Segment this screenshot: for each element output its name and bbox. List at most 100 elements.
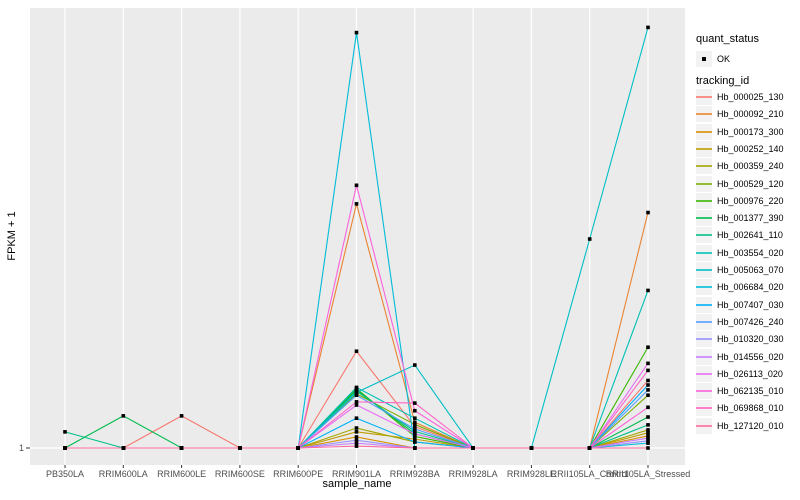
legend-item[interactable]: Hb_003554_020 (696, 244, 784, 261)
data-point[interactable] (63, 446, 67, 450)
legend-item[interactable]: Hb_014556_020 (696, 348, 784, 365)
x-tick-label: RRII105LA_Control (550, 469, 629, 479)
data-point[interactable] (354, 183, 359, 188)
legend-item[interactable]: Hb_127120_010 (696, 417, 784, 434)
data-point[interactable] (646, 25, 650, 30)
data-point[interactable] (354, 30, 359, 35)
legend-label: Hb_010320_030 (717, 334, 784, 345)
x-tick-label: RRIM928LE (506, 469, 556, 479)
data-point[interactable] (413, 440, 417, 444)
data-point[interactable] (413, 363, 417, 367)
data-point[interactable] (646, 431, 650, 435)
legend-item[interactable]: Hb_000529_120 (696, 175, 784, 192)
data-point[interactable] (646, 446, 650, 450)
data-point[interactable] (296, 446, 300, 450)
data-point[interactable] (354, 430, 359, 434)
data-point[interactable] (413, 427, 417, 431)
data-point[interactable] (413, 432, 417, 436)
data-point[interactable] (587, 446, 592, 450)
data-point[interactable] (354, 438, 359, 443)
data-point[interactable] (646, 345, 650, 350)
legend-item[interactable]: Hb_000359_240 (696, 158, 784, 175)
legend-title-tracking-id: tracking_id (696, 75, 750, 87)
legend-key (696, 192, 712, 209)
legend-item[interactable]: Hb_001377_390 (696, 210, 784, 227)
legend-item[interactable]: Hb_062135_010 (696, 383, 784, 400)
legend-item[interactable]: Hb_006684_020 (696, 279, 784, 296)
data-point[interactable] (354, 416, 359, 420)
data-point[interactable] (354, 400, 359, 404)
data-point[interactable] (63, 430, 67, 434)
data-point[interactable] (646, 439, 650, 443)
legend-item[interactable]: Hb_000025_130 (696, 89, 784, 105)
data-point[interactable] (646, 436, 650, 440)
legend-line-swatch (696, 234, 712, 237)
legend-label: Hb_007407_030 (717, 299, 784, 310)
data-point[interactable] (646, 393, 650, 397)
data-point[interactable] (413, 401, 417, 405)
data-point[interactable] (587, 237, 592, 241)
data-point[interactable] (529, 446, 534, 450)
data-point[interactable] (354, 202, 359, 206)
data-point[interactable] (354, 390, 359, 395)
data-point[interactable] (179, 414, 184, 418)
data-point[interactable] (413, 437, 417, 441)
legend-item[interactable]: Hb_007426_240 (696, 313, 784, 330)
legend-item[interactable]: Hb_000092_210 (696, 106, 784, 123)
data-point[interactable] (646, 441, 650, 445)
data-point[interactable] (413, 416, 417, 420)
legend-item[interactable]: Hb_026113_020 (696, 365, 783, 382)
data-point[interactable] (646, 415, 650, 419)
legend-item[interactable]: Hb_000252_140 (696, 140, 784, 157)
data-point[interactable] (471, 446, 475, 450)
data-point[interactable] (646, 434, 650, 438)
data-point[interactable] (413, 422, 417, 427)
data-point[interactable] (354, 349, 359, 354)
legend-item[interactable]: Hb_000976_220 (696, 192, 784, 209)
data-point[interactable] (238, 446, 242, 450)
data-point[interactable] (646, 378, 650, 383)
data-point[interactable] (646, 361, 650, 366)
data-point[interactable] (354, 385, 359, 390)
legend-key (696, 365, 712, 382)
legend-item[interactable]: Hb_000173_300 (696, 123, 784, 140)
legend-key-ok (696, 51, 712, 67)
data-point[interactable] (354, 444, 359, 448)
data-point[interactable] (121, 446, 126, 450)
legend-line-swatch (696, 147, 712, 150)
data-point[interactable] (413, 446, 417, 450)
legend-key (696, 140, 712, 157)
legend-label: Hb_000529_120 (717, 178, 784, 189)
data-point[interactable] (413, 424, 417, 429)
legend-key (696, 227, 712, 244)
data-point[interactable] (413, 434, 417, 439)
data-point[interactable] (646, 383, 650, 387)
data-point[interactable] (413, 420, 417, 425)
x-tick-label: RRIM600LA (98, 469, 148, 479)
data-point[interactable] (354, 435, 359, 439)
data-point[interactable] (646, 428, 650, 432)
legend-item[interactable]: Hb_005063_070 (696, 262, 784, 278)
legend-key (696, 123, 712, 140)
data-point[interactable] (646, 368, 650, 373)
legend-item[interactable]: Hb_069868_010 (696, 400, 784, 417)
data-point[interactable] (646, 388, 650, 392)
data-point[interactable] (646, 405, 650, 410)
legend-item[interactable]: Hb_010320_030 (696, 331, 784, 348)
data-point[interactable] (354, 403, 359, 407)
data-point[interactable] (413, 429, 417, 434)
legend-item-ok[interactable]: OK (696, 51, 730, 67)
data-point[interactable] (354, 393, 359, 397)
data-point[interactable] (646, 423, 650, 427)
data-point[interactable] (646, 210, 650, 215)
data-point[interactable] (121, 414, 126, 418)
data-point[interactable] (646, 288, 650, 293)
data-point[interactable] (179, 446, 184, 450)
data-point[interactable] (354, 426, 359, 430)
data-point[interactable] (413, 408, 417, 413)
legend-key (696, 262, 712, 278)
data-point[interactable] (354, 441, 359, 445)
legend-item[interactable]: Hb_007407_030 (696, 296, 784, 313)
legend-item[interactable]: Hb_002641_110 (696, 227, 783, 244)
